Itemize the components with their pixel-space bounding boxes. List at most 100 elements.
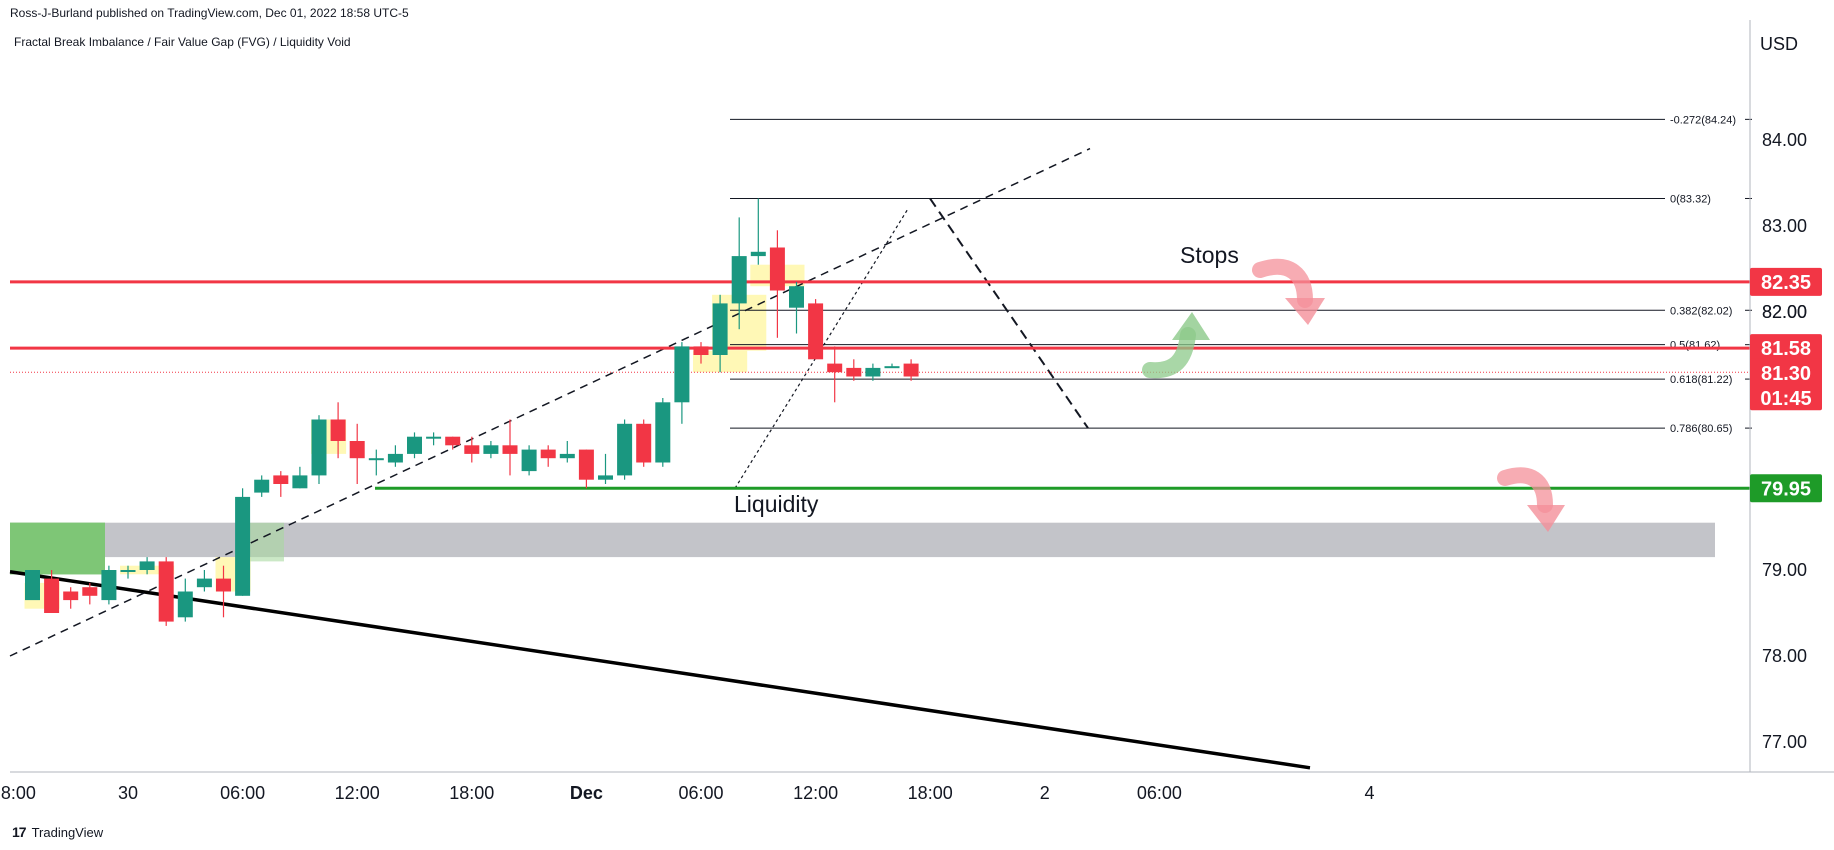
price-badges-layer: 82.35 81.58 79.95 81.30 01:45 [1750, 267, 1822, 503]
current-price-label: 81.30 [1761, 363, 1811, 385]
candle-body [82, 587, 98, 596]
countdown-label: 01:45 [1760, 388, 1811, 410]
fib-label: -0.272(84.24) [1670, 114, 1736, 126]
candle-body [617, 423, 633, 476]
price-badge-label: 82.35 [1761, 272, 1811, 294]
price-badge-label: 79.95 [1761, 478, 1811, 500]
candles-layer [25, 198, 919, 626]
bounce-arrow-head [1172, 312, 1210, 340]
footer-brand: 17 TradingView [12, 824, 103, 840]
candle-body [196, 578, 212, 588]
candle-body [139, 561, 155, 570]
fractal-break-box-top [10, 522, 105, 575]
x-tick-label: 06:00 [1137, 783, 1182, 803]
price-badge [1750, 267, 1822, 296]
long-trendline [9, 569, 1311, 770]
candle-body [407, 436, 422, 454]
liquidity-annotation: Liquidity [734, 491, 819, 517]
candle-body [483, 445, 499, 454]
fibonacci-layer: -0.272(84.24) 0(83.32) 0.382(82.02) 0.5(81.… [730, 114, 1752, 435]
candle-body [655, 402, 671, 463]
candle-body [636, 423, 652, 463]
candle-body [368, 458, 384, 461]
candle-body [884, 366, 900, 369]
candle-body [846, 367, 862, 377]
x-tick-label: 06:00 [678, 783, 723, 803]
x-tick-label: 12:00 [793, 783, 838, 803]
fib-label: 0.618(81.22) [1670, 374, 1732, 386]
candle-body [387, 453, 403, 463]
stops-arrow [1252, 258, 1313, 308]
fib-label: 0.382(82.02) [1670, 305, 1732, 317]
axes-layer: 84.0083.0082.0079.0078.0077.0082.0018:00… [0, 20, 1834, 803]
candle-body [254, 479, 270, 493]
candle-body [311, 419, 327, 476]
rising-trendline-dashed [9, 147, 1091, 657]
current-price-badge [1750, 358, 1822, 411]
x-tick-label: 06:00 [220, 783, 265, 803]
y-tick-label: 82.00 [1762, 302, 1807, 322]
candle-body [865, 367, 881, 377]
candle-body [559, 453, 575, 459]
bounce-arrow [1142, 327, 1196, 379]
candle-body [674, 346, 690, 403]
fib-label: 0(83.32) [1670, 193, 1711, 205]
candle-body [177, 591, 193, 618]
candle-body [445, 436, 461, 446]
stops-annotation: Stops [1180, 242, 1239, 268]
candle-body [502, 445, 518, 454]
trendlines-layer [9, 147, 1750, 770]
candle-body [578, 449, 594, 480]
candle-body [235, 496, 251, 596]
candle-body [769, 247, 785, 291]
candle-body [273, 475, 289, 484]
candle-body [120, 570, 136, 572]
candle-body [789, 286, 804, 308]
y-tick-label: 84.00 [1762, 130, 1807, 150]
stops-arrow-head [1285, 298, 1325, 325]
publisher-line: Ross-J-Burland published on TradingView.… [10, 6, 409, 20]
candle-body [426, 436, 442, 439]
footer-brand-label: TradingView [31, 824, 104, 840]
y-tick-label: 78.00 [1762, 646, 1807, 666]
candle-body [464, 445, 480, 454]
x-tick-label: Dec [570, 783, 603, 803]
horizontal-levels-layer [10, 280, 1750, 490]
candle-body [349, 441, 365, 459]
arrows-layer [1142, 258, 1565, 532]
candle-body [158, 561, 174, 622]
chart-title: Fractal Break Imbalance / Fair Value Gap… [14, 35, 351, 49]
candle-body [750, 251, 766, 257]
candle-body [101, 570, 117, 601]
drop-arrow-head [1527, 505, 1565, 532]
candle-body [330, 419, 346, 441]
x-tick-label: 4 [1364, 783, 1374, 803]
price-badge [1750, 334, 1822, 363]
price-badge [1750, 474, 1822, 503]
candle-body [808, 303, 824, 360]
y-tick-label: 82.00 [1762, 302, 1807, 322]
candle-body [693, 346, 709, 355]
candle-body [731, 256, 747, 304]
zones-layer [10, 522, 1715, 575]
x-tick-label: 2 [1040, 783, 1050, 803]
liquidity-void-zone [10, 522, 1715, 558]
y-tick-label: 77.00 [1762, 732, 1807, 752]
y-tick-label: 79.00 [1762, 560, 1807, 580]
x-tick-label: 18:00 [449, 783, 494, 803]
candle-body [44, 578, 60, 613]
candle-body [292, 475, 308, 489]
candle-body [903, 363, 919, 377]
falling-trendline-dashed [929, 197, 1089, 429]
price-badge-label: 81.58 [1761, 338, 1811, 360]
drop-arrow [1497, 467, 1553, 513]
y-tick-label: 83.00 [1762, 216, 1807, 236]
candle-body [540, 449, 556, 459]
x-tick-label: 18:00 [908, 783, 953, 803]
candle-body [712, 303, 728, 355]
currency-label: USD [1760, 34, 1799, 54]
tradingview-logo-icon: 17 [12, 824, 27, 840]
candle-body [25, 570, 40, 601]
candle-body [827, 363, 843, 373]
